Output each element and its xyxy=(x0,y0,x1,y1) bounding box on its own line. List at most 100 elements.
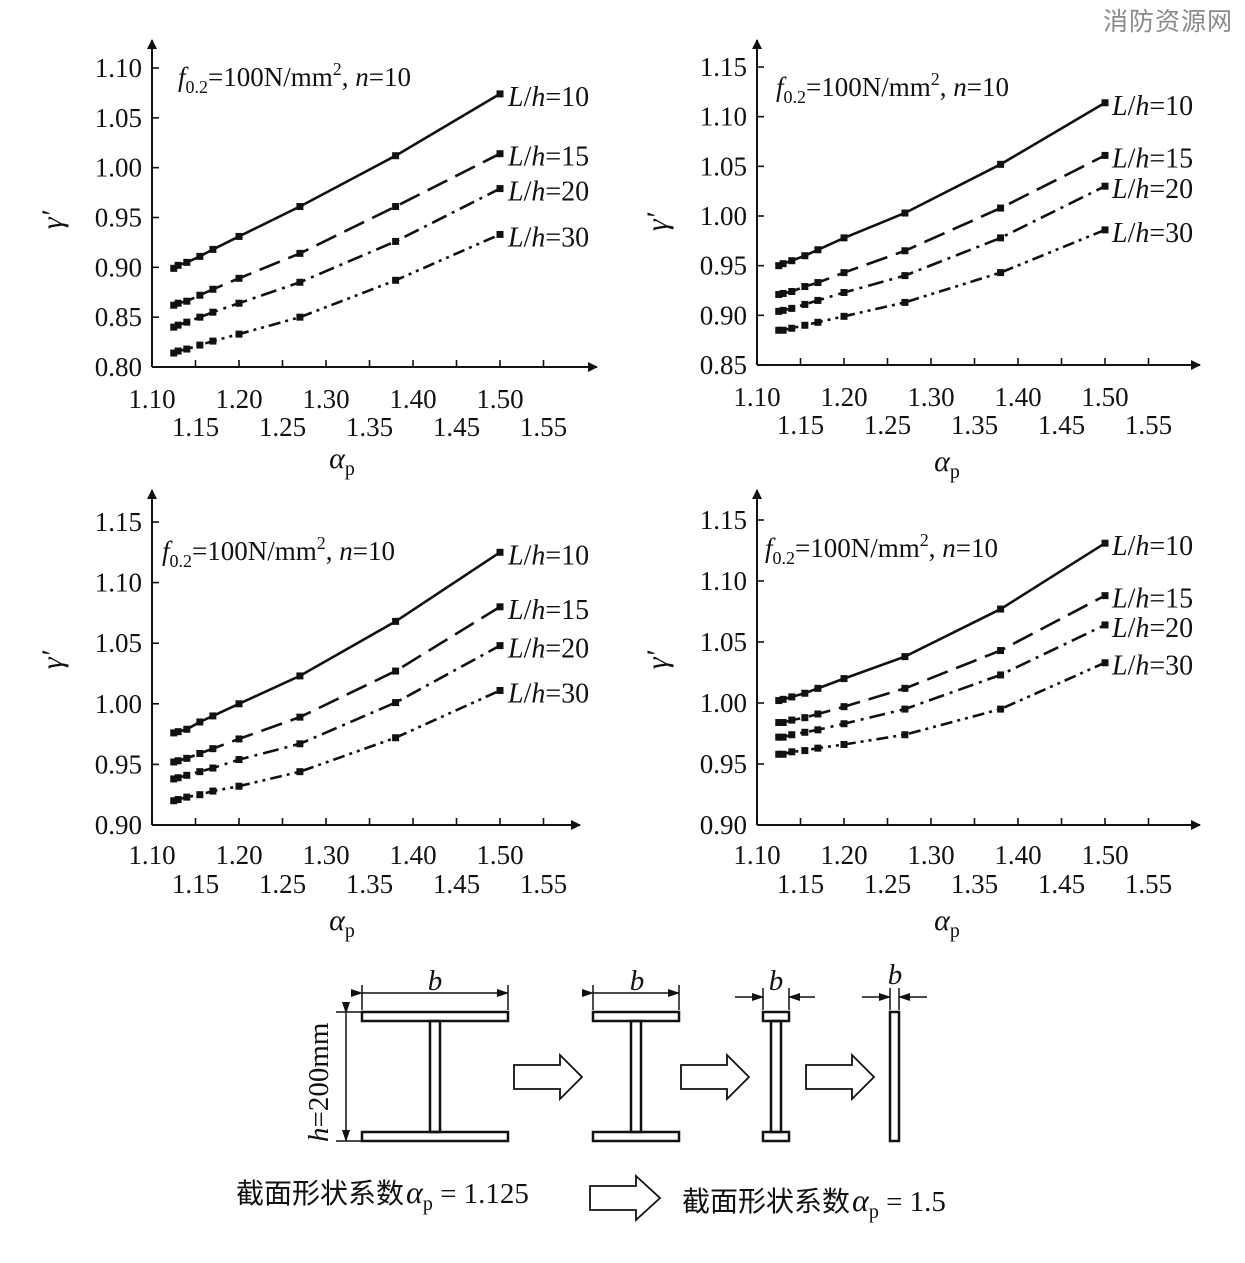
x-tick-label: 1.40 xyxy=(994,840,1041,870)
series-line xyxy=(778,101,1106,267)
data-point xyxy=(209,337,217,345)
series-label: L/h=15 xyxy=(507,595,589,626)
data-point xyxy=(779,289,787,297)
data-point xyxy=(840,269,848,277)
data-point xyxy=(801,300,809,308)
series-l-h-20: L/h=20 xyxy=(775,174,1193,315)
caption-left: 截面形状系数αp = 1.125 xyxy=(236,1174,529,1215)
series-line xyxy=(172,92,501,270)
x-axis-label: αp xyxy=(329,442,355,480)
x-tick-label: 1.35 xyxy=(951,410,998,440)
data-point xyxy=(183,754,191,762)
data-point xyxy=(997,234,1005,242)
i-section-wide: b xyxy=(351,965,510,1143)
parameter-annotation: f0.2=100N/mm2, n=10 xyxy=(162,533,395,571)
x-tick-label: 1.10 xyxy=(733,840,780,870)
data-point xyxy=(235,756,243,764)
y-tick-label: 0.90 xyxy=(700,810,747,840)
data-point xyxy=(801,283,809,291)
data-point xyxy=(496,603,504,611)
data-point xyxy=(392,617,400,625)
data-point xyxy=(174,321,182,329)
data-point xyxy=(901,209,909,217)
x-tick-label: 1.55 xyxy=(1125,410,1172,440)
data-point xyxy=(496,686,504,694)
series-l-h-20: L/h=20 xyxy=(170,634,589,783)
data-point xyxy=(196,749,204,757)
x-tick-label: 1.20 xyxy=(820,840,867,870)
y-tick-label: 1.10 xyxy=(95,568,142,598)
width-label-4: b xyxy=(888,959,903,991)
data-point xyxy=(779,695,787,703)
data-point xyxy=(496,642,504,650)
x-tick-label: 1.35 xyxy=(346,412,393,442)
data-point xyxy=(170,729,178,737)
data-point xyxy=(840,720,848,728)
data-point xyxy=(775,750,783,758)
series-label: L/h=30 xyxy=(1111,218,1193,249)
x-tick-label: 1.15 xyxy=(172,412,219,442)
data-point xyxy=(788,287,796,295)
data-point xyxy=(196,341,204,349)
x-tick-label: 1.25 xyxy=(259,412,306,442)
data-point xyxy=(997,204,1005,212)
series-label: L/h=20 xyxy=(507,177,589,208)
data-point xyxy=(814,710,822,718)
x-tick-label: 1.25 xyxy=(259,869,306,899)
data-point xyxy=(392,276,400,284)
series-l-h-20: L/h=20 xyxy=(775,613,1193,741)
series-l-h-30: L/h=30 xyxy=(170,222,589,357)
x-tick-label: 1.50 xyxy=(476,840,523,870)
x-axis-label: αp xyxy=(934,904,960,942)
data-point xyxy=(840,234,848,242)
data-point xyxy=(997,605,1005,613)
data-point xyxy=(801,321,809,329)
y-tick-label: 0.90 xyxy=(700,300,747,330)
data-point xyxy=(296,740,304,748)
x-tick-label: 1.40 xyxy=(389,384,436,414)
data-point xyxy=(196,291,204,299)
y-tick-label: 0.80 xyxy=(95,352,142,382)
chart-panel-1: 0.80 0.85 0.90 0.95 1.00 1.05 1.10 1.10 1.20 1.30… xyxy=(36,39,598,480)
y-tick-label: 1.00 xyxy=(95,689,142,719)
series-label: L/h=10 xyxy=(1111,91,1193,122)
data-point xyxy=(788,716,796,724)
x-tick-label: 1.30 xyxy=(907,840,954,870)
data-point xyxy=(209,745,217,753)
data-point xyxy=(901,705,909,713)
i-section-medium: b xyxy=(582,965,681,1143)
x-tick-label: 1.45 xyxy=(1038,869,1085,899)
y-tick-label: 0.95 xyxy=(700,749,747,779)
data-point xyxy=(840,675,848,683)
series-line xyxy=(173,152,501,307)
series-label: L/h=10 xyxy=(507,82,589,113)
data-point xyxy=(901,298,909,306)
data-point xyxy=(209,764,217,772)
data-point xyxy=(170,301,178,309)
x-tick-label: 1.15 xyxy=(777,410,824,440)
i-section-narrow: b xyxy=(735,965,815,1143)
data-point xyxy=(170,775,178,783)
series-label: L/h=20 xyxy=(1111,174,1193,205)
data-point xyxy=(235,330,243,338)
data-point xyxy=(1101,621,1109,629)
y-tick-label: 1.00 xyxy=(95,153,142,183)
x-tick-label: 1.30 xyxy=(302,384,349,414)
data-point xyxy=(779,260,787,268)
series-line xyxy=(173,233,501,355)
data-point xyxy=(235,735,243,743)
series-label: L/h=15 xyxy=(1111,584,1193,615)
data-point xyxy=(170,323,178,331)
data-point xyxy=(196,768,204,776)
y-tick-label: 1.05 xyxy=(95,103,142,133)
data-point xyxy=(788,324,796,332)
data-point xyxy=(1101,151,1109,159)
chart-panel-2: 0.850.900.951.001.051.101.151.10 1.20 1.30… xyxy=(641,39,1201,483)
data-point xyxy=(1101,539,1109,547)
data-point xyxy=(840,288,848,296)
data-point xyxy=(901,653,909,661)
y-tick-label: 0.95 xyxy=(700,251,747,281)
x-tick-label: 1.15 xyxy=(172,869,219,899)
x-tick-label: 1.25 xyxy=(864,410,911,440)
data-point xyxy=(779,750,787,758)
